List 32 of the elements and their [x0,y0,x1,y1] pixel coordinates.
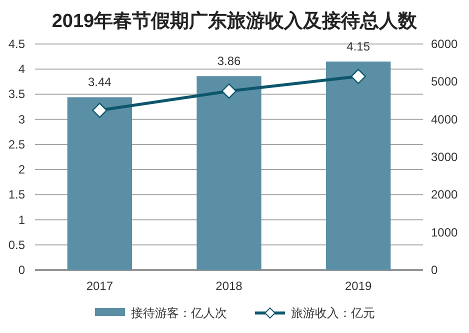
chart-title: 2019年春节假期广东旅游收入及接待总人数 [52,10,418,32]
point [92,102,108,118]
y2-tick-label: 4000 [431,112,458,126]
x-tick-label: 2017 [86,279,114,293]
bar [196,76,262,270]
y-tick-label: 0 [18,263,26,277]
bar [67,97,132,270]
y-tick-label: 4 [18,62,26,76]
y2-tick-label: 0 [431,263,438,277]
y2-tick-label: 1000 [431,225,458,240]
y-tick-label: 2 [18,162,26,177]
y2-tick-label: 3000 [431,150,458,164]
y-tick-label: 3 [18,112,26,126]
y-tick-label: 1.5 [8,188,26,202]
x-tick-label: 2019 [344,279,372,293]
data-label: 3.86 [217,54,241,68]
legend-label: 接待游客：亿人次 [131,306,227,320]
y-tick-label: 1 [18,212,26,227]
legend-label: 旅游收入：亿元 [291,306,375,320]
point [221,83,237,99]
data-label: 4.15 [346,40,370,54]
y-tick-label: 2.5 [8,137,26,152]
y-tick-label: 0.5 [8,238,26,252]
data-label: 3.44 [88,75,112,90]
y-tick-label: 3.5 [8,87,26,102]
y-tick-label: 4.5 [8,37,26,51]
point [350,68,366,84]
y2-tick-label: 2000 [431,188,458,202]
bar [326,62,391,270]
y2-tick-label: 6000 [431,37,458,51]
x-tick-label: 2018 [216,279,243,293]
y2-tick-label: 5000 [431,74,458,89]
